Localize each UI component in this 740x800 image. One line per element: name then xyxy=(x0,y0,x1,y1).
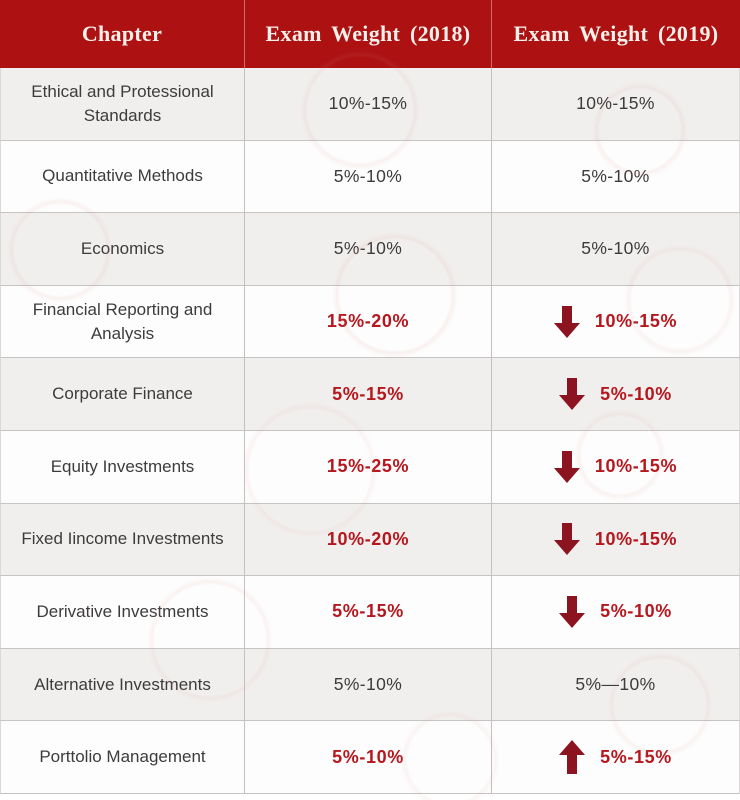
weight-2019-cell: 5%-10% xyxy=(492,140,740,214)
weight-2018-value: 5%-10% xyxy=(332,746,404,767)
table-row: Alternative Investments 5%-10% 5%—10% xyxy=(0,648,740,722)
weight-2018-value: 5%-10% xyxy=(333,165,403,186)
weight-2018-cell: 5%-10% xyxy=(245,721,492,794)
weight-2019-cell: 5%-15% xyxy=(492,721,740,794)
weight-2019-value: 5%-10% xyxy=(581,165,650,186)
weight-2018-value: 5%-10% xyxy=(333,674,403,695)
weight-2018-cell: 5%-10% xyxy=(245,648,492,722)
weight-2019-value: 10%-15% xyxy=(576,93,655,114)
table-row: Financial Reporting and Analysis 15%-20%… xyxy=(0,285,740,359)
table-row: Quantitative Methods 5%-10% 5%-10% xyxy=(0,140,740,214)
column-header-chapter: Chapter xyxy=(0,0,245,68)
decrease-arrow-icon xyxy=(554,306,580,338)
decrease-arrow-icon xyxy=(554,451,580,483)
weight-2019-value: 10%-15% xyxy=(594,528,678,549)
weight-2018-cell: 5%-10% xyxy=(245,213,492,286)
weight-2019-value: 5%—10% xyxy=(575,674,656,695)
chapter-cell: Corporate Finance xyxy=(0,358,245,431)
weight-2018-value: 5%-10% xyxy=(333,238,403,259)
weight-2019-value: 10%-15% xyxy=(594,456,678,477)
weight-2019-cell: 5%-10% xyxy=(492,576,740,649)
weight-2018-value: 10%-20% xyxy=(326,528,410,549)
weight-2018-value: 15%-20% xyxy=(326,311,410,332)
weight-2018-cell: 15%-20% xyxy=(245,285,492,359)
weight-2019-cell: 10%-15% xyxy=(492,68,740,141)
weight-2018-cell: 10%-20% xyxy=(245,503,492,577)
weight-2019-cell: 10%-15% xyxy=(492,430,740,504)
weight-2018-value: 5%-15% xyxy=(332,601,404,622)
weight-2019-cell: 5%—10% xyxy=(492,648,740,722)
column-header-exam-weight-2019: Exam Weight (2019) xyxy=(513,21,719,46)
table-row: Economics 5%-10% 5%-10% xyxy=(0,213,740,286)
weight-2019-cell: 10%-15% xyxy=(492,285,740,359)
weight-2019-value: 5%-10% xyxy=(600,383,672,404)
chapter-cell: Economics xyxy=(0,213,245,286)
weight-2018-value: 15%-25% xyxy=(326,456,410,477)
weight-2018-value: 10%-15% xyxy=(328,93,408,114)
increase-arrow-icon xyxy=(559,740,585,774)
decrease-arrow-icon xyxy=(554,523,580,555)
chapter-cell: Fixed Iincome Investments xyxy=(0,503,245,577)
table-row: Derivative Investments 5%-15% 5%-10% xyxy=(0,576,740,649)
decrease-arrow-icon xyxy=(559,596,585,628)
weight-2019-value: 5%-10% xyxy=(600,601,672,622)
chapter-cell: Quantitative Methods xyxy=(0,140,245,214)
table-header-row: Chapter Exam Weight (2018) Exam Weight (… xyxy=(0,0,740,68)
weight-2018-cell: 5%-15% xyxy=(245,576,492,649)
decrease-arrow-icon xyxy=(559,378,585,410)
weight-2018-cell: 5%-10% xyxy=(245,140,492,214)
weight-2019-cell: 5%-10% xyxy=(492,358,740,431)
table-row: Corporate Finance 5%-15% 5%-10% xyxy=(0,358,740,431)
weight-2019-cell: 10%-15% xyxy=(492,503,740,577)
chapter-cell: Financial Reporting and Analysis xyxy=(0,285,245,359)
weight-2019-value: 5%-10% xyxy=(581,238,650,259)
chapter-cell: Porttolio Management xyxy=(0,721,245,794)
table-row: Porttolio Management 5%-10% 5%-15% xyxy=(0,721,740,794)
weight-2019-value: 10%-15% xyxy=(594,311,678,332)
chapter-cell: Alternative Investments xyxy=(0,648,245,722)
chapter-cell: Ethical and Protessional Standards xyxy=(0,68,245,141)
weight-2018-cell: 5%-15% xyxy=(245,358,492,431)
table-row: Fixed Iincome Investments 10%-20% 10%-15… xyxy=(0,503,740,577)
weight-2018-value: 5%-15% xyxy=(332,383,404,404)
table-row: Ethical and Protessional Standards 10%-1… xyxy=(0,68,740,141)
chapter-cell: Equity Investments xyxy=(0,430,245,504)
chapter-cell: Derivative Investments xyxy=(0,576,245,649)
weight-2019-cell: 5%-10% xyxy=(492,213,740,286)
weight-2018-cell: 10%-15% xyxy=(245,68,492,141)
weight-2019-value: 5%-15% xyxy=(600,746,672,767)
table-row: Equity Investments 15%-25% 10%-15% xyxy=(0,430,740,504)
column-header-exam-weight-2018: Exam Weight (2018) xyxy=(245,0,492,68)
weight-2018-cell: 15%-25% xyxy=(245,430,492,504)
